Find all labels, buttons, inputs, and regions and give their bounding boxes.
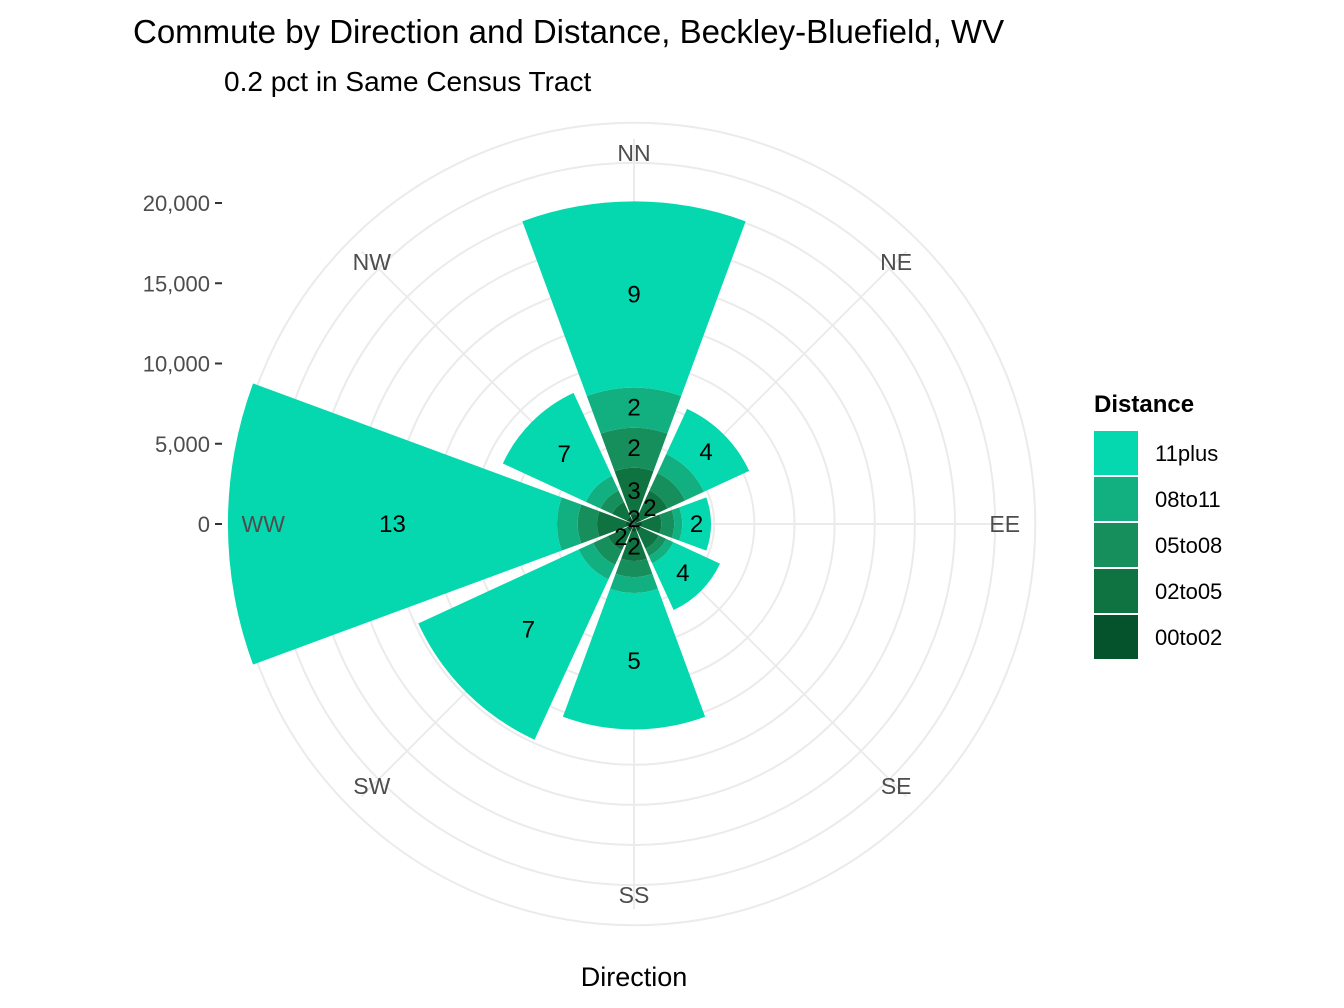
y-tick-label: 0 [198,512,210,537]
bar-segment-nw-08to11 [585,475,619,509]
legend-label: 02to05 [1155,579,1222,604]
bar-segment-nw-05to08 [600,490,624,514]
bar-segment-sw-08to11 [578,542,616,580]
bar-segment-ss-00to02 [631,524,637,533]
data-label: 2 [614,524,627,551]
bar-segment-se-00to02 [634,524,642,532]
data-label: 2 [627,506,640,533]
bar-segment-ww-00to02 [625,521,634,527]
data-label: 7 [558,441,571,468]
bar-segment-se-11plus [652,542,720,610]
data-label: 2 [627,395,640,422]
direction-label-se: SE [881,773,912,799]
data-label: 2 [643,495,656,522]
y-axis: 0 5,000 10,000 15,000 20,000 [143,191,222,537]
bar-segment-ww-05to08 [577,504,600,544]
bar-segment-nn-05to08 [600,427,668,472]
bar-segment-ww-11plus [227,383,562,665]
legend-key-00to02 [1094,615,1138,659]
direction-label-ee: EE [989,511,1020,537]
bar-segment-ee-02to05 [641,514,662,534]
bar-segment-ee-00to02 [634,521,643,527]
y-tick-label: 10,000 [143,352,210,377]
bar-segment-sw-02to05 [607,527,631,551]
bar-segment-ss-02to05 [621,531,647,561]
bar-segment-ee-08to11 [671,507,683,541]
bar-segment-ne-05to08 [649,472,686,509]
data-label: 2 [627,435,640,462]
y-tick-label: 5,000 [155,432,210,457]
data-label: 13 [379,511,406,538]
bar-segment-ww-02to05 [597,511,627,537]
chart-title: Commute by Direction and Distance, Beckl… [133,13,1004,50]
data-label: 5 [627,648,640,675]
y-tick-label: 20,000 [143,191,210,216]
bar-segment-nw-11plus [502,392,612,502]
data-label: 7 [522,617,535,644]
bar-segment-sw-11plus [418,549,609,740]
bar-segment-ne-11plus [666,408,750,492]
data-label: 9 [627,281,640,308]
direction-label-ss: SS [619,882,650,908]
data-label: 3 [627,478,640,505]
bar-segment-se-08to11 [648,538,674,564]
legend-label: 08to11 [1155,487,1221,512]
legend-key-11plus [1094,431,1138,475]
bar-segment-ss-08to11 [610,573,658,594]
data-label: 4 [699,439,712,466]
bar-segment-ee-05to08 [659,510,675,538]
legend: Distance 11plus 08to11 05to08 02to05 00to02 [1094,391,1222,659]
bar-segment-nw-02to05 [612,502,631,521]
data-label: 2 [627,533,640,560]
direction-label-nn: NN [617,140,650,166]
direction-label-ww: WW [242,511,286,537]
bar-segment-sw-00to02 [626,524,634,532]
bar-segment-nn-08to11 [586,387,682,434]
legend-key-08to11 [1094,477,1138,521]
legend-label: 11plus [1155,441,1218,466]
bar-segment-ne-02to05 [637,490,668,521]
bar-segment-ee-11plus [679,497,712,551]
direction-label-ne: NE [880,249,912,275]
bar-segment-ww-08to11 [556,497,582,551]
bar-segment-se-05to08 [645,535,667,557]
bar-segment-ne-08to11 [657,454,704,501]
x-axis-title: Direction [581,962,688,992]
direction-label-sw: SW [353,773,390,799]
bar-segment-se-02to05 [637,527,659,549]
direction-labels: NN NE EE SE SS SW WW NW [242,140,1021,908]
data-label: 2 [690,511,703,538]
bar-segment-nn-00to02 [630,514,638,524]
bar-segment-ss-05to08 [615,558,653,577]
legend-label: 05to08 [1155,533,1222,558]
bar-segment-nn-11plus [522,201,746,397]
data-label: 4 [676,560,689,587]
legend-key-05to08 [1094,523,1138,567]
bar-segment-sw-05to08 [593,536,622,565]
bar-segment-nn-02to05 [614,467,654,515]
legend-key-02to05 [1094,569,1138,613]
legend-label: 00to02 [1155,625,1222,650]
bar-segment-ne-00to02 [634,516,642,524]
chart-subtitle: 0.2 pct in Same Census Tract [224,66,592,97]
bar-segment-nw-00to02 [626,516,634,524]
bar-segment-ss-11plus [562,588,706,730]
bar-segments [227,201,750,740]
legend-title: Distance [1094,391,1194,418]
direction-label-nw: NW [353,249,392,275]
y-tick-label: 15,000 [143,271,210,296]
